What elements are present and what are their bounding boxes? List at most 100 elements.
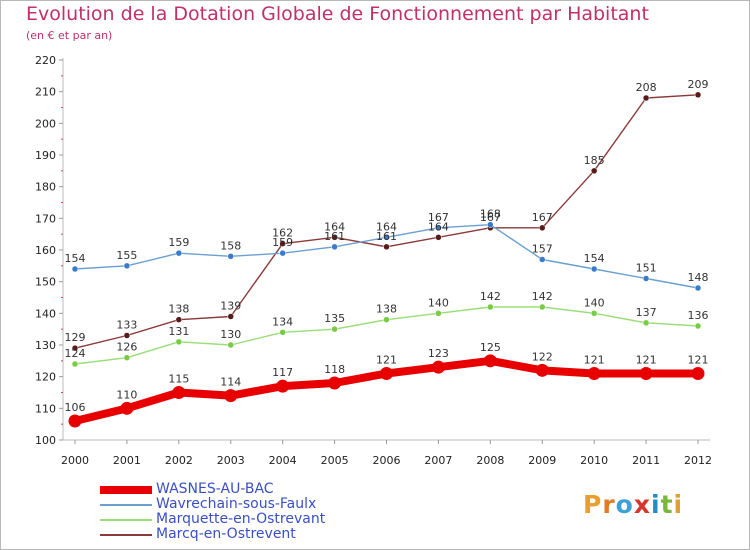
series-wasnes-au-bac: [68, 354, 705, 428]
y-tick-label: 140: [35, 307, 56, 320]
data-point: [431, 360, 445, 374]
data-point: [175, 338, 183, 346]
data-label: 154: [65, 252, 86, 265]
data-point: [227, 341, 234, 349]
logo-letter: P: [583, 490, 603, 519]
data-point: [227, 313, 234, 320]
data-point: [435, 224, 442, 232]
data-point: [642, 94, 650, 102]
data-label: 167: [428, 211, 449, 224]
data-label: 155: [116, 249, 137, 262]
data-label: 142: [532, 290, 553, 303]
data-point: [590, 310, 598, 317]
data-label: 209: [688, 78, 709, 91]
x-tick-label: 2003: [217, 454, 245, 467]
data-point: [175, 316, 183, 323]
data-point: [123, 262, 131, 270]
logo-letter: o: [615, 490, 634, 519]
data-point: [694, 91, 702, 99]
data-label: 121: [688, 354, 709, 367]
data-point: [279, 249, 286, 257]
data-point: [694, 284, 702, 292]
data-point: [483, 354, 497, 368]
data-label: 126: [116, 341, 137, 354]
legend-label: WASNES-AU-BAC: [156, 481, 274, 497]
data-point: [383, 316, 390, 323]
logo-letter: i: [673, 490, 684, 519]
data-point: [71, 360, 79, 368]
data-label: 161: [376, 230, 397, 243]
data-point: [487, 221, 494, 228]
data-point: [587, 367, 601, 380]
data-label: 125: [480, 341, 501, 354]
data-label: 121: [584, 354, 605, 367]
data-label: 140: [428, 296, 449, 309]
data-point: [590, 167, 598, 175]
data-label: 121: [636, 354, 657, 367]
data-label: 164: [428, 220, 449, 233]
logo-letter: x: [633, 490, 651, 519]
data-point: [590, 265, 598, 273]
x-tick-label: 2006: [373, 454, 401, 467]
proxiti-logo: Proxiti: [583, 490, 683, 519]
data-point: [535, 363, 549, 377]
data-label: 124: [65, 347, 86, 360]
data-label: 161: [324, 230, 345, 243]
legend-swatch: [100, 519, 152, 521]
data-point: [71, 344, 79, 352]
data-point: [276, 379, 290, 393]
data-point: [694, 322, 702, 330]
data-point: [224, 389, 238, 403]
y-tick-label: 100: [35, 434, 56, 447]
x-tick-label: 2004: [269, 454, 297, 467]
y-tick-label: 170: [35, 212, 56, 225]
data-label: 159: [168, 236, 189, 249]
data-label: 114: [220, 376, 241, 389]
y-tick-label: 190: [35, 149, 56, 162]
data-label: 138: [168, 303, 189, 316]
chart-title: Evolution de la Dotation Globale de Fonc…: [26, 3, 649, 25]
data-label: 138: [376, 303, 397, 316]
data-label: 115: [168, 373, 189, 386]
data-point: [120, 401, 134, 415]
data-point: [328, 376, 342, 390]
data-point: [539, 256, 546, 263]
data-label: 134: [272, 315, 293, 328]
series-wavrechain-sous-faulx: [71, 221, 702, 292]
data-point: [123, 354, 131, 361]
data-point: [123, 332, 131, 339]
data-label: 106: [65, 401, 86, 414]
data-label: 148: [688, 271, 709, 284]
data-label: 122: [532, 350, 553, 363]
data-point: [435, 234, 442, 241]
y-tick-label: 180: [35, 181, 56, 194]
legend-swatch: [100, 504, 152, 506]
data-label: 162: [272, 227, 293, 240]
x-tick-label: 2001: [113, 454, 141, 467]
y-tick-label: 150: [35, 276, 56, 289]
x-tick-label: 2002: [165, 454, 193, 467]
y-tick-label: 160: [35, 244, 56, 257]
x-tick-label: 2011: [632, 454, 660, 467]
legend-swatch: [100, 486, 152, 494]
data-point: [172, 386, 186, 399]
data-label: 129: [65, 331, 86, 344]
x-tick-label: 2000: [61, 454, 89, 467]
x-tick-label: 2008: [476, 454, 504, 467]
data-point: [331, 325, 338, 333]
data-label: 140: [584, 296, 605, 309]
legend-label: Marquette-en-Ostrevant: [156, 511, 326, 527]
legend-label: Wavrechain-sous-Faulx: [156, 496, 317, 512]
data-label: 137: [636, 306, 657, 319]
data-point: [68, 414, 82, 428]
series-marquette-en-ostrevant: [71, 303, 702, 368]
data-label: 167: [480, 211, 501, 224]
data-label: 154: [584, 252, 605, 265]
x-tick-label: 2010: [580, 454, 608, 467]
data-label: 118: [324, 363, 345, 376]
data-label: 121: [376, 354, 397, 367]
data-point: [331, 243, 338, 251]
data-point: [331, 234, 338, 241]
data-label: 130: [220, 328, 241, 341]
